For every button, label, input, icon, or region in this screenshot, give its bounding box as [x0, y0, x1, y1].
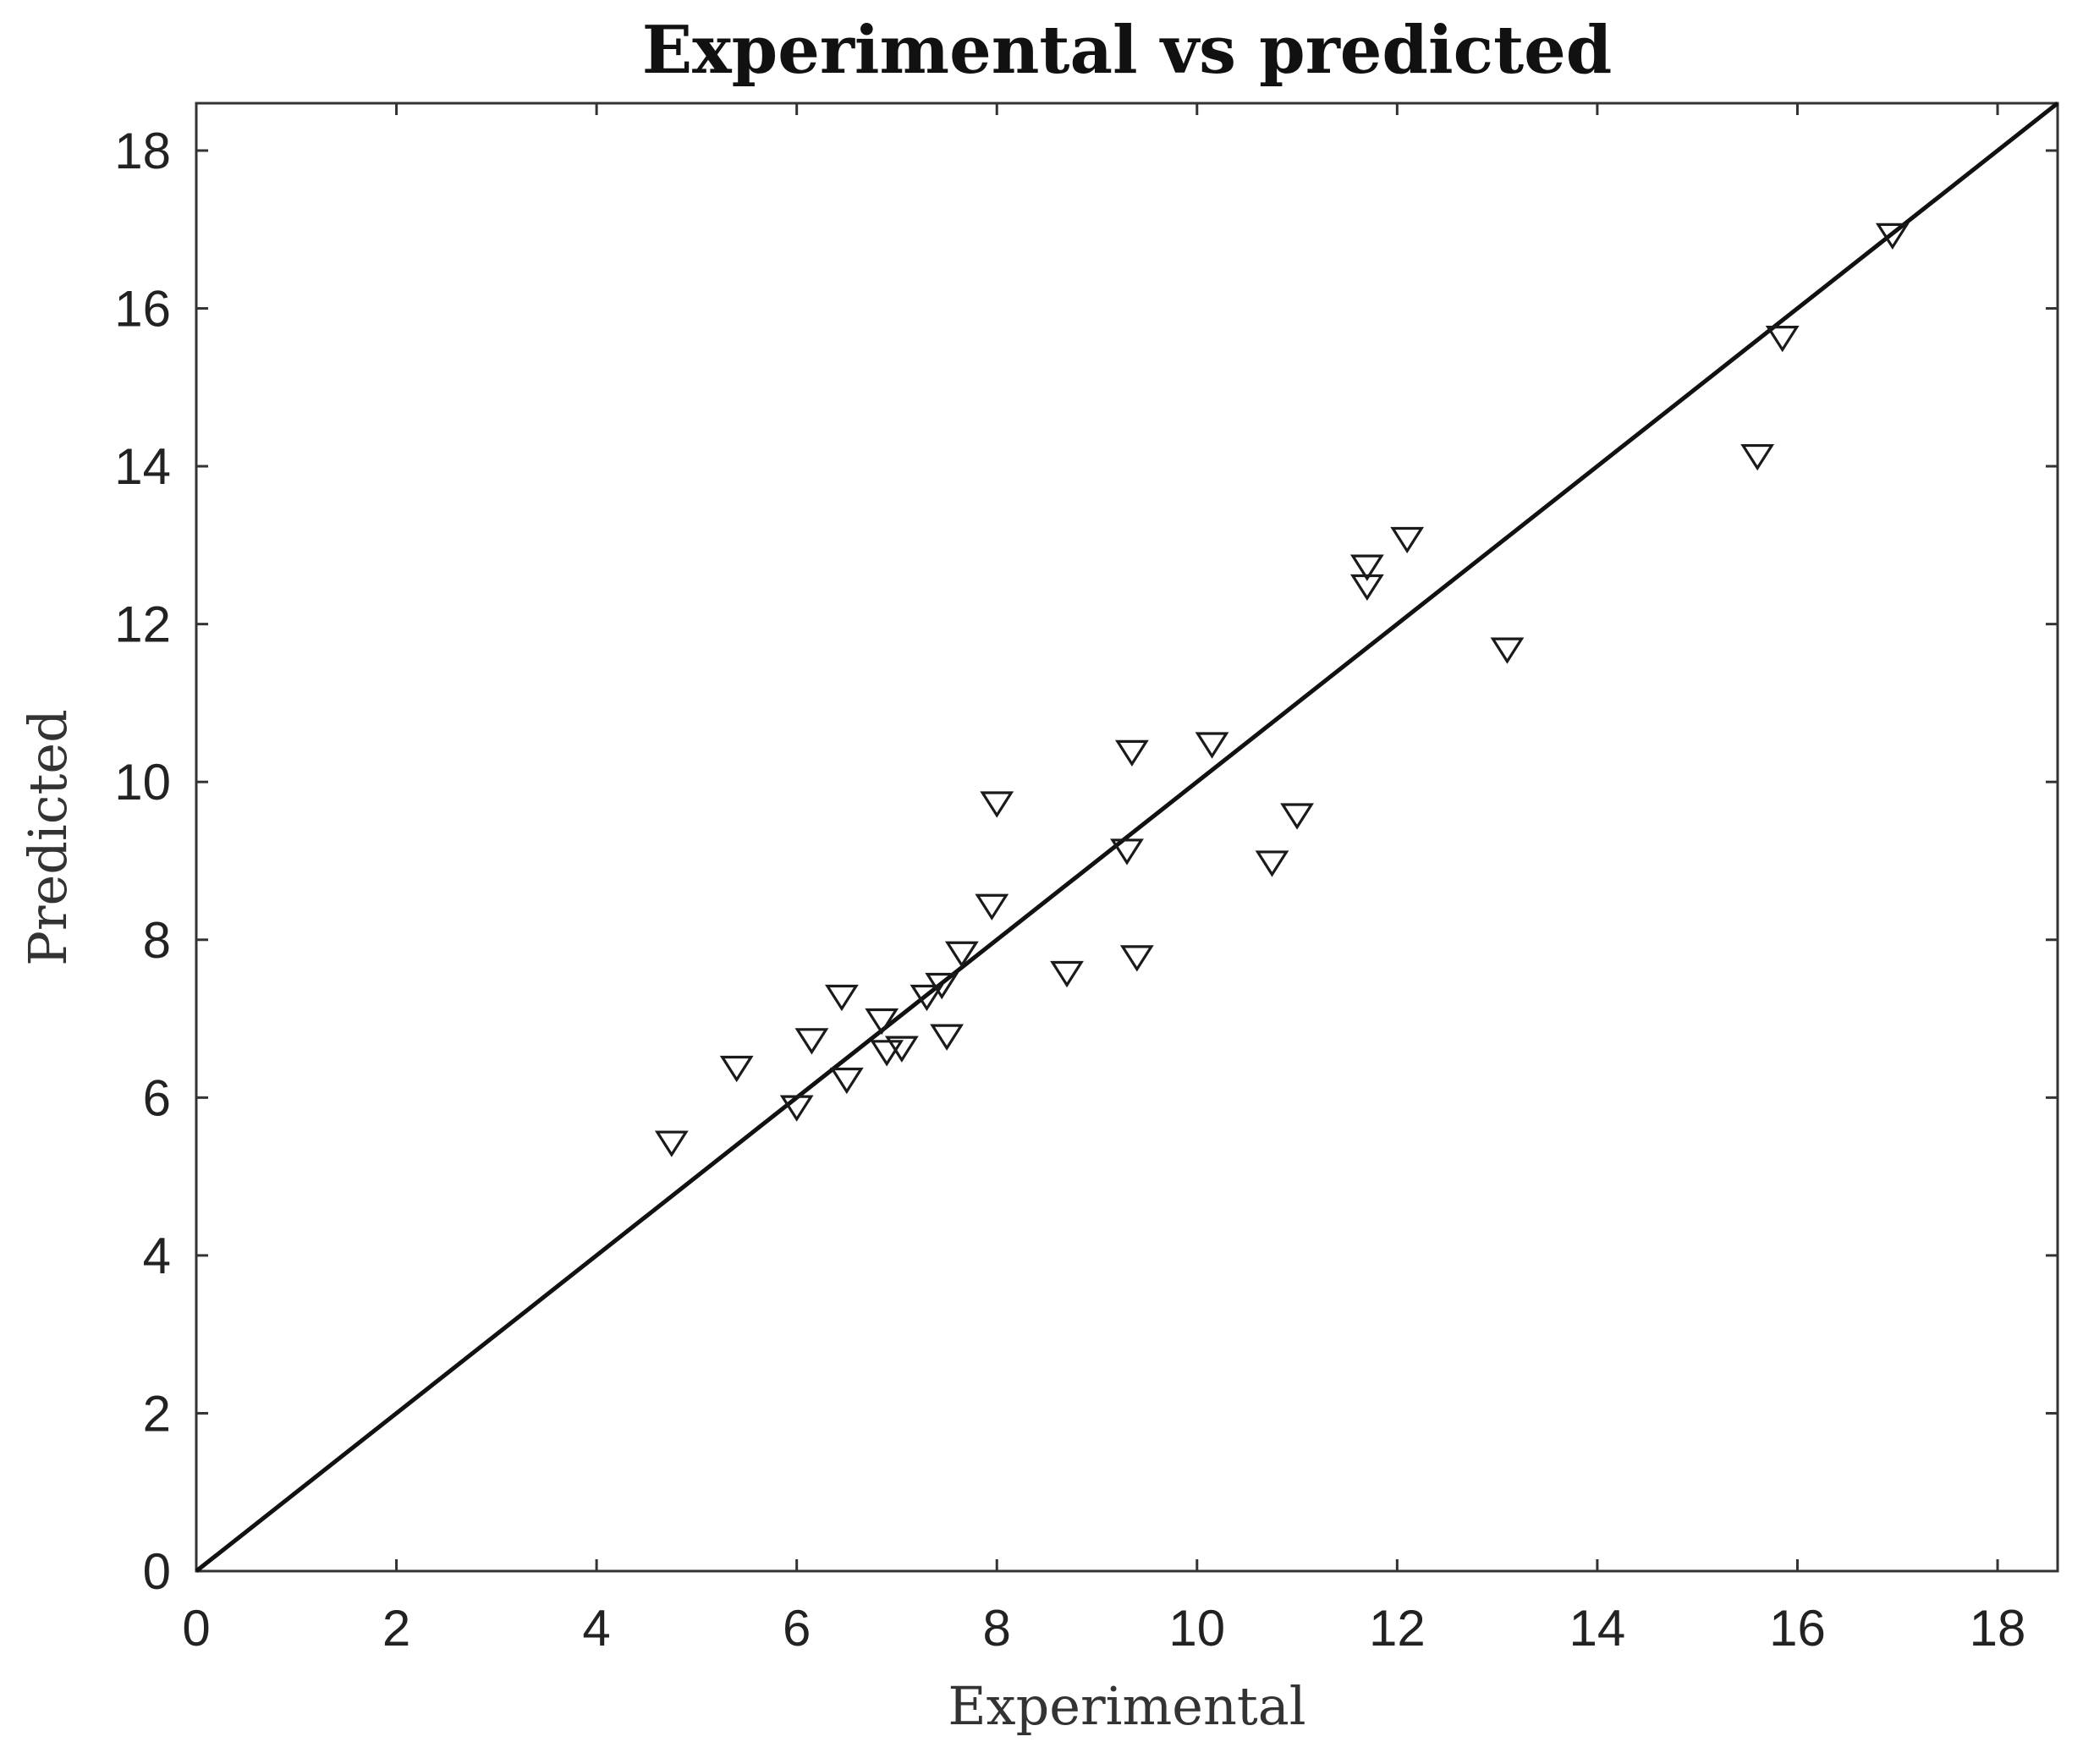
x-tick-label: 0 — [182, 1600, 210, 1657]
data-point — [1110, 838, 1144, 866]
y-tick-label: 2 — [143, 1385, 171, 1442]
x-tick-label: 14 — [1569, 1600, 1626, 1657]
y-tick-label: 8 — [143, 912, 171, 969]
y-tick-label: 10 — [114, 754, 171, 811]
data-point — [1255, 850, 1289, 877]
x-tick-label: 10 — [1168, 1600, 1225, 1657]
y-tick-label: 6 — [143, 1069, 171, 1126]
data-point — [1490, 637, 1525, 664]
data-point — [930, 1024, 965, 1051]
data-point — [975, 893, 1009, 920]
chart-title: Experimental vs predicted — [642, 12, 1613, 89]
data-point — [884, 1036, 919, 1063]
x-tick-label: 6 — [783, 1600, 811, 1657]
x-tick-label: 8 — [983, 1600, 1011, 1657]
data-point — [925, 972, 959, 1000]
axis-tick-labels: 0 2 4 6 8 10 12 14 16 18 0 2 4 6 8 10 12 14 16 18 — [114, 123, 2025, 1657]
data-points — [654, 223, 1910, 1157]
data-point — [910, 984, 944, 1012]
reference-line — [195, 102, 2059, 1573]
data-point — [1119, 945, 1154, 972]
x-tick-label: 4 — [582, 1600, 610, 1657]
y-tick-label: 18 — [114, 123, 171, 179]
data-point — [654, 1130, 689, 1157]
data-point — [794, 1028, 829, 1055]
data-point — [1114, 739, 1149, 767]
y-axis-label: Predicted — [17, 709, 79, 966]
y-tick-label: 0 — [143, 1543, 171, 1600]
data-point — [779, 1095, 814, 1122]
data-point — [1349, 554, 1384, 581]
x-tick-label: 18 — [1970, 1600, 2026, 1657]
data-point — [980, 791, 1014, 818]
y-tick-label: 14 — [114, 438, 171, 495]
x-tick-label: 12 — [1369, 1600, 1426, 1657]
data-point — [719, 1055, 754, 1083]
y-tick-label: 12 — [114, 596, 171, 653]
x-tick-label: 2 — [382, 1600, 410, 1657]
data-point — [1875, 223, 1910, 250]
data-point — [824, 984, 859, 1012]
data-point — [1195, 732, 1229, 759]
data-point — [1765, 326, 1800, 353]
data-point — [1740, 443, 1775, 471]
data-point — [1349, 574, 1384, 602]
x-tick-label: 16 — [1769, 1600, 1826, 1657]
data-point — [1280, 803, 1314, 830]
data-point — [865, 1008, 899, 1036]
data-point — [1050, 960, 1084, 988]
data-point — [944, 941, 979, 968]
y-tick-label: 16 — [114, 281, 171, 338]
data-point — [870, 1040, 904, 1067]
x-axis-label: Experimental — [948, 1675, 1305, 1737]
data-point — [829, 1067, 864, 1095]
y-tick-label: 4 — [143, 1228, 171, 1284]
data-point — [1390, 526, 1425, 554]
